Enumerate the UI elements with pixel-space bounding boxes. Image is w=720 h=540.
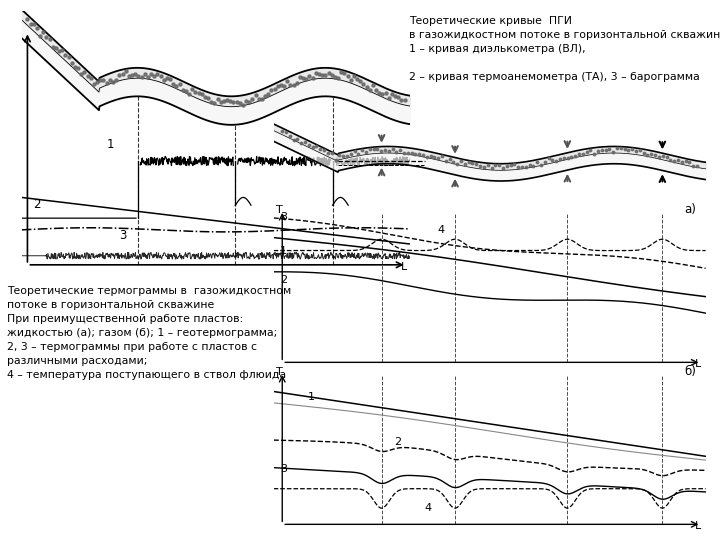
Text: 2: 2 bbox=[33, 198, 41, 211]
Text: Теоретические термограммы в  газожидкостном
потоке в горизонтальной скважине
При: Теоретические термограммы в газожидкостн… bbox=[7, 286, 292, 380]
Text: б): б) bbox=[684, 365, 696, 379]
Text: 2: 2 bbox=[395, 437, 402, 447]
Text: 4: 4 bbox=[438, 225, 445, 235]
Text: 3: 3 bbox=[280, 464, 287, 475]
Text: 2: 2 bbox=[280, 275, 287, 285]
Text: 3: 3 bbox=[280, 212, 287, 222]
Text: 4: 4 bbox=[425, 503, 432, 514]
Text: L: L bbox=[695, 359, 701, 369]
Text: 1: 1 bbox=[280, 246, 287, 256]
Text: 1: 1 bbox=[308, 392, 315, 402]
Text: 1: 1 bbox=[107, 138, 114, 151]
Text: L: L bbox=[695, 521, 701, 531]
Text: L: L bbox=[401, 262, 407, 272]
Text: 3: 3 bbox=[119, 229, 126, 242]
Text: Теоретические кривые  ПГИ
в газожидкостном потоке в горизонтальной скважине
1 – : Теоретические кривые ПГИ в газожидкостно… bbox=[410, 16, 720, 82]
Text: T: T bbox=[276, 367, 282, 377]
Text: T: T bbox=[276, 205, 282, 215]
Text: а): а) bbox=[684, 203, 696, 217]
